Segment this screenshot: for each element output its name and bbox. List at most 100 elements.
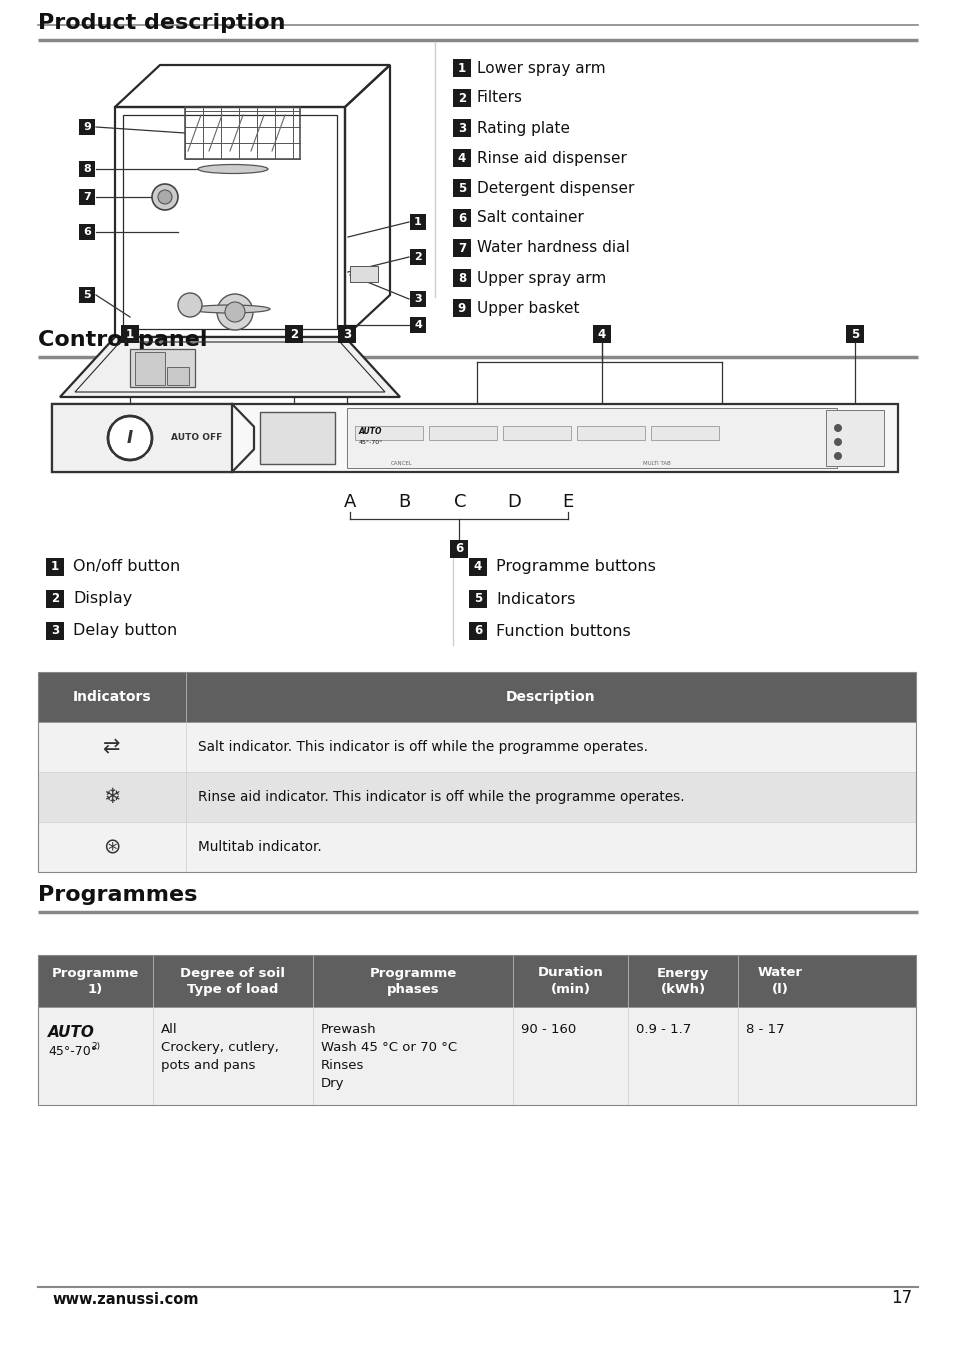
Bar (453, 119, 471, 137)
Bar (46, 589, 64, 608)
Bar (825, 410, 883, 466)
Text: 5: 5 (474, 592, 481, 606)
Bar (78, 223, 95, 241)
Text: Programme buttons: Programme buttons (496, 560, 656, 575)
Text: ⊛: ⊛ (103, 837, 121, 857)
Text: Delay button: Delay button (73, 623, 177, 638)
Text: AUTO: AUTO (48, 1025, 94, 1040)
Bar (429, 426, 497, 439)
Text: Display: Display (73, 592, 132, 607)
Text: Upper spray arm: Upper spray arm (476, 270, 605, 285)
Bar (52, 404, 232, 472)
Text: E: E (561, 493, 573, 511)
Bar (409, 214, 426, 230)
Bar (38, 722, 915, 772)
Circle shape (216, 293, 253, 330)
Text: 2: 2 (414, 251, 421, 262)
Bar (409, 291, 426, 307)
Ellipse shape (190, 306, 270, 314)
Bar (38, 955, 915, 1105)
Text: 4: 4 (474, 561, 481, 573)
Bar (453, 210, 471, 227)
Text: I: I (127, 429, 132, 448)
Bar (185, 107, 299, 160)
Text: Detergent dispenser: Detergent dispenser (476, 181, 634, 196)
Bar (38, 772, 915, 822)
Text: Indicators: Indicators (72, 690, 152, 704)
Text: 45°-70°: 45°-70° (48, 1045, 97, 1059)
Text: 7: 7 (83, 192, 91, 201)
Text: 4: 4 (598, 327, 605, 341)
Text: 90 - 160: 90 - 160 (520, 1023, 576, 1036)
Text: 1: 1 (414, 218, 421, 227)
Text: 17: 17 (890, 1288, 911, 1307)
Text: Product description: Product description (38, 14, 285, 32)
Text: A: A (343, 493, 355, 511)
Bar (577, 426, 644, 439)
Text: 2: 2 (457, 92, 466, 104)
Text: 5: 5 (457, 181, 466, 195)
Bar (469, 558, 486, 576)
Bar (38, 672, 915, 722)
Text: 6: 6 (474, 625, 481, 638)
Bar (135, 352, 165, 385)
Bar (409, 249, 426, 265)
Text: Control panel: Control panel (38, 330, 208, 350)
Text: On/off button: On/off button (73, 560, 180, 575)
Bar (78, 119, 95, 135)
Bar (46, 622, 64, 639)
Ellipse shape (198, 165, 268, 173)
Circle shape (833, 452, 841, 460)
Text: 8 - 17: 8 - 17 (745, 1023, 783, 1036)
Text: AUTO: AUTO (358, 427, 382, 437)
Text: Multitab indicator.: Multitab indicator. (198, 840, 321, 854)
Text: All
Crockery, cutlery,
pots and pans: All Crockery, cutlery, pots and pans (161, 1023, 278, 1072)
Circle shape (108, 416, 152, 460)
Bar (347, 408, 836, 468)
Bar (38, 672, 915, 872)
Text: MULTI TAB: MULTI TAB (642, 461, 670, 466)
Text: AUTO OFF: AUTO OFF (172, 434, 222, 442)
Bar (38, 1007, 915, 1105)
Bar (502, 426, 571, 439)
Text: 6: 6 (455, 542, 462, 556)
Bar (453, 89, 471, 107)
Bar (112, 420, 148, 456)
Bar (167, 366, 189, 385)
Text: Programmes: Programmes (38, 886, 197, 904)
Text: Function buttons: Function buttons (496, 623, 630, 638)
Text: 0.9 - 1.7: 0.9 - 1.7 (636, 1023, 691, 1036)
Bar (453, 59, 471, 77)
Text: Rinse aid indicator. This indicator is off while the programme operates.: Rinse aid indicator. This indicator is o… (198, 790, 684, 804)
Bar (52, 404, 897, 472)
Bar (115, 107, 345, 337)
Text: Programme
1): Programme 1) (51, 967, 139, 995)
Bar (121, 324, 139, 343)
Circle shape (833, 438, 841, 446)
Text: Water
(l): Water (l) (758, 967, 802, 995)
Text: 2: 2 (51, 592, 59, 606)
Text: 5: 5 (83, 289, 91, 300)
Bar (453, 178, 471, 197)
Text: Water hardness dial: Water hardness dial (476, 241, 629, 256)
Bar (593, 324, 610, 343)
Text: 1: 1 (457, 61, 466, 74)
Circle shape (152, 184, 178, 210)
Text: Energy
(kWh): Energy (kWh) (657, 967, 708, 995)
Bar (337, 324, 355, 343)
Text: 6: 6 (83, 227, 91, 237)
Text: Prewash
Wash 45 °C or 70 °C
Rinses
Dry: Prewash Wash 45 °C or 70 °C Rinses Dry (320, 1023, 456, 1090)
Text: 9: 9 (83, 122, 91, 132)
Bar (38, 955, 915, 1007)
Circle shape (833, 425, 841, 433)
Text: Rating plate: Rating plate (476, 120, 569, 135)
Polygon shape (60, 337, 399, 397)
Text: ❄: ❄ (103, 787, 121, 807)
Bar (350, 266, 377, 283)
Bar (450, 539, 468, 558)
Text: www.zanussi.com: www.zanussi.com (52, 1293, 198, 1307)
Text: 8: 8 (457, 272, 466, 284)
Text: Rinse aid dispenser: Rinse aid dispenser (476, 150, 626, 165)
Text: 2): 2) (91, 1042, 100, 1051)
Text: 45°-70°: 45°-70° (358, 439, 383, 445)
